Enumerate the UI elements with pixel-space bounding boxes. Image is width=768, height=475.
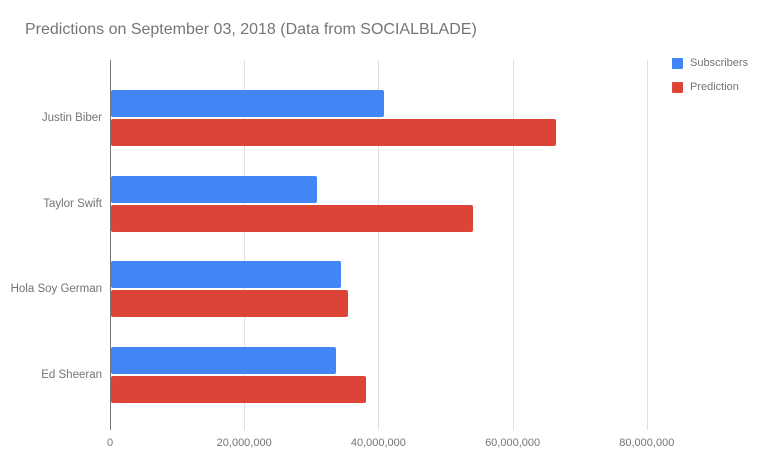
x-tick-label-1: 20,000,000 <box>216 437 272 449</box>
bar-prediction-hola-soy-german <box>111 289 348 317</box>
bar-subscribers-ed-sheeran <box>111 347 337 374</box>
legend-item-prediction: Prediction <box>672 81 748 93</box>
x-tick-label-2: 40,000,000 <box>350 437 406 449</box>
bar-subscribers-justin-biber <box>111 90 384 117</box>
gridline-80-000-000 <box>646 60 648 430</box>
gridline-40-000-000 <box>378 60 380 430</box>
plot-area <box>110 60 656 430</box>
y-axis-line <box>110 60 111 430</box>
bar-subscribers-hola-soy-german <box>111 261 341 288</box>
subscribers-swatch-icon <box>672 57 683 69</box>
legend-item-subscribers: Subscribers <box>672 57 748 69</box>
chart-title: Predictions on September 03, 2018 (Data … <box>25 21 477 38</box>
category-label-hola-soy-german: Hola Soy German <box>10 283 102 295</box>
legend-label-prediction: Prediction <box>690 81 739 93</box>
legend: Subscribers Prediction <box>672 57 748 105</box>
prediction-swatch-icon <box>672 81 683 93</box>
gridline-20-000-000 <box>244 60 246 430</box>
category-label-justin-biber: Justin Biber <box>41 112 102 124</box>
legend-label-subscribers: Subscribers <box>690 57 749 69</box>
bar-prediction-justin-biber <box>111 118 556 146</box>
bar-subscribers-taylor-swift <box>111 176 318 203</box>
x-tick-label-0: 0 <box>106 437 114 449</box>
category-label-ed-sheeran: Ed Sheeran <box>41 369 102 381</box>
x-tick-label-3: 60,000,000 <box>485 437 541 449</box>
bar-prediction-taylor-swift <box>111 204 473 232</box>
gridline-60-000-000 <box>512 60 514 430</box>
bar-prediction-ed-sheeran <box>111 375 367 403</box>
x-tick-label-4: 80,000,000 <box>619 437 675 449</box>
category-label-taylor-swift: Taylor Swift <box>43 198 102 210</box>
